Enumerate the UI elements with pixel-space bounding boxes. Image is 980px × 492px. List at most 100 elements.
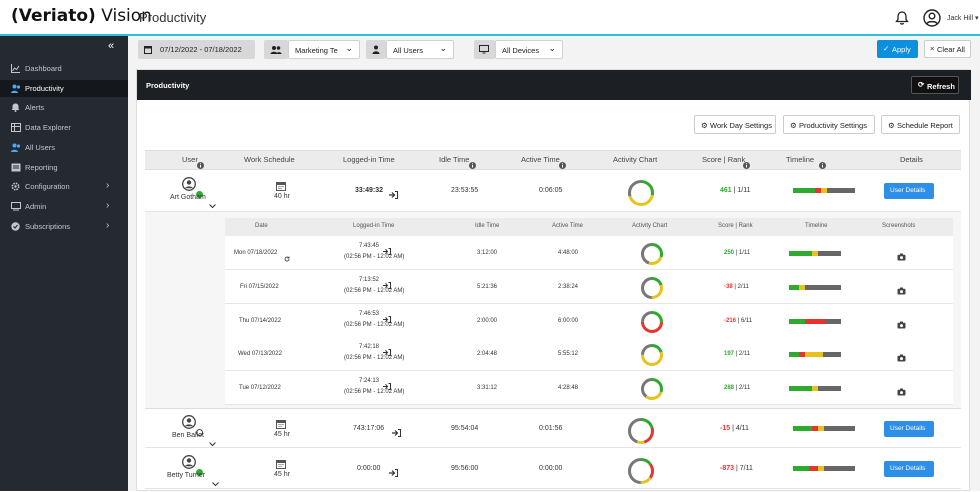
sidebar-item-configuration[interactable]: Configuration › xyxy=(0,178,128,195)
timeline-bar[interactable] xyxy=(789,352,841,358)
table-row xyxy=(145,409,961,448)
rank-value: 2/11 xyxy=(737,283,749,290)
activity-chart-segment xyxy=(628,458,654,484)
chevron-down-icon: ⌄ xyxy=(345,43,353,53)
sub-activity-chart[interactable] xyxy=(639,275,665,301)
timeline-segment xyxy=(811,425,818,431)
timeline-bar[interactable] xyxy=(793,466,855,471)
sidebar-item-productivity[interactable]: Productivity xyxy=(0,79,128,97)
column-header: User xyxy=(182,155,198,164)
schedule-report-button[interactable]: ⚙ Schedule Report xyxy=(881,115,960,134)
sub-logged-in-time: 7:43:45 xyxy=(359,243,380,249)
user-name[interactable]: Betty Turner xyxy=(167,472,206,479)
timeline-segment xyxy=(789,352,800,358)
rank-value: 6/11 xyxy=(740,317,753,324)
camera-icon[interactable] xyxy=(897,316,906,334)
refresh-button[interactable]: ⟳ Refresh xyxy=(911,76,959,94)
activity-chart[interactable] xyxy=(626,456,656,486)
timeline-segment xyxy=(814,188,821,193)
sub-logged-in-time: 7:46:53 xyxy=(359,310,380,317)
timeline-segment xyxy=(804,318,826,324)
user-name[interactable]: Ben Ballot xyxy=(172,431,204,439)
chart-icon xyxy=(11,64,20,73)
sub-activity-chart[interactable] xyxy=(639,376,665,402)
collapse-sidebar-icon[interactable]: « xyxy=(108,40,115,52)
activity-chart[interactable] xyxy=(626,178,656,208)
users-select[interactable]: All Users ⌄ xyxy=(386,40,454,59)
sub-date: Tue 07/12/2022 xyxy=(239,385,281,392)
sub-active-time: 4:28:48 xyxy=(558,385,579,392)
sub-column-header: Score | Rank xyxy=(718,223,753,229)
activity-chart-segment xyxy=(628,180,654,206)
sub-table-header-row xyxy=(225,218,953,236)
chevron-down-icon[interactable] xyxy=(209,434,216,452)
sidebar-item-reporting[interactable]: Reporting xyxy=(0,159,128,176)
veriato-logo[interactable]: (Veriato) Vision xyxy=(11,6,152,26)
camera-icon[interactable] xyxy=(897,282,906,300)
chevron-down-icon[interactable] xyxy=(209,196,216,214)
idle-time: 95:54:04 xyxy=(451,424,479,432)
user-details-button[interactable]: User Details xyxy=(884,183,934,199)
refresh-icon[interactable] xyxy=(284,249,290,267)
user-icon xyxy=(372,45,380,54)
refresh-icon: ⟳ xyxy=(918,80,925,89)
sub-column-header: Timeline xyxy=(805,223,828,229)
info-icon xyxy=(197,156,204,174)
sub-date: Wed 07/13/2022 xyxy=(238,351,282,358)
sidebar-item-alerts[interactable]: Alerts xyxy=(0,99,128,116)
sub-logged-in-time: 7:42:18 xyxy=(359,344,380,351)
user-menu[interactable]: Jack Hill ▾ xyxy=(947,15,979,22)
user-avatar-icon[interactable] xyxy=(923,9,941,27)
sub-activity-chart[interactable] xyxy=(639,342,665,368)
devices-select[interactable]: All Devices ⌄ xyxy=(495,40,563,59)
user-name[interactable]: Art Gotham xyxy=(170,194,206,201)
table-row xyxy=(145,170,961,212)
timeline-bar[interactable] xyxy=(789,284,841,290)
timeline-bar[interactable] xyxy=(793,188,855,193)
camera-icon[interactable] xyxy=(897,383,906,401)
sub-score-rank: 288 | 2/11 xyxy=(724,385,751,392)
activity-chart-segment xyxy=(628,458,654,484)
timeline-bar[interactable] xyxy=(789,251,841,256)
sub-activity-chart[interactable] xyxy=(639,241,665,267)
activity-chart[interactable] xyxy=(626,416,656,446)
camera-icon[interactable] xyxy=(897,349,906,367)
sidebar-item-dashboard[interactable]: Dashboard xyxy=(0,60,128,77)
sub-idle-time: 2:00:00 xyxy=(477,317,498,324)
admin-icon xyxy=(11,201,21,211)
chevron-down-icon: ⌄ xyxy=(439,43,447,53)
gear-icon: ⚙ xyxy=(701,121,708,130)
sidebar-item-label: Productivity xyxy=(25,83,64,93)
user-details-button[interactable]: User Details xyxy=(884,420,934,437)
team-select[interactable]: Marketing Te ⌄ xyxy=(288,40,360,59)
info-icon xyxy=(743,156,750,174)
timeline-segment xyxy=(789,318,805,324)
sidebar-item-all-users[interactable]: All Users xyxy=(0,139,128,156)
sidebar-item-admin[interactable]: Admin › xyxy=(0,198,128,215)
work-day-settings-button[interactable]: ⚙ Work Day Settings xyxy=(694,115,776,134)
timeline-bar[interactable] xyxy=(789,386,841,392)
sidebar: « Dashboard Productivity Alerts Data Explor… xyxy=(0,36,128,491)
activity-chart-segment xyxy=(641,344,663,367)
timeline-bar[interactable] xyxy=(789,318,841,324)
camera-icon[interactable] xyxy=(897,248,906,266)
activity-chart-segment xyxy=(641,243,663,265)
sidebar-item-data-explorer[interactable]: Data Explorer xyxy=(0,119,128,136)
user-details-button[interactable]: User Details xyxy=(884,461,934,477)
activity-chart-segment xyxy=(641,310,663,333)
sidebar-item-label: All Users xyxy=(25,142,56,152)
sidebar-item-subscriptions[interactable]: Subscriptions › xyxy=(0,218,128,235)
sub-logged-in-span: (02:56 PM - 12:02 AM) xyxy=(344,355,405,362)
bell-icon[interactable] xyxy=(894,10,910,26)
timeline-segment xyxy=(823,466,855,471)
sub-activity-chart[interactable] xyxy=(639,309,665,335)
activity-chart-segment xyxy=(641,310,663,333)
chevron-down-icon[interactable] xyxy=(212,474,219,492)
apply-button[interactable]: ✓ Apply xyxy=(877,40,918,58)
productivity-settings-button[interactable]: ⚙ Productivity Settings xyxy=(783,115,875,134)
sidebar-item-label: Dashboard xyxy=(25,64,62,73)
date-range-picker[interactable]: 07/12/2022 - 07/18/2022 xyxy=(138,40,255,59)
clear-all-button[interactable]: × Clear All xyxy=(924,40,971,58)
timeline-bar[interactable] xyxy=(793,425,855,431)
activity-chart-segment xyxy=(628,417,654,444)
